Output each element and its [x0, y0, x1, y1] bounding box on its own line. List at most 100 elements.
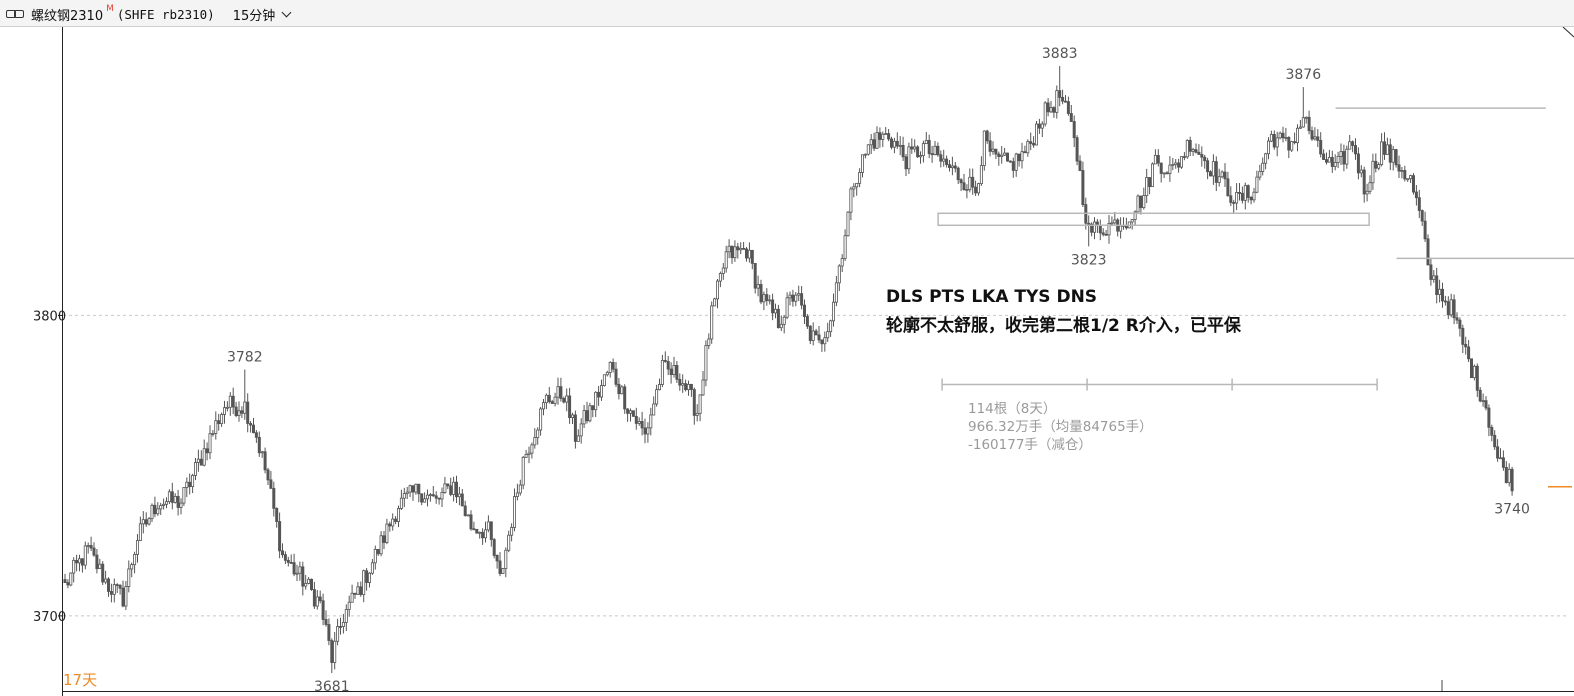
- candle: [1267, 137, 1271, 160]
- candle-body: [687, 383, 691, 391]
- candle: [1281, 126, 1285, 143]
- candle: [756, 275, 760, 297]
- candle: [1354, 138, 1358, 160]
- candle-body: [1348, 141, 1352, 150]
- annotations: DLS PTS LKA TYS DNS 轮廓不太舒服，收完第二根1/2 R介入，…: [63, 287, 1242, 689]
- candle: [666, 355, 670, 376]
- candle: [315, 589, 319, 610]
- symbol-selector[interactable]: 螺纹钢2310 M (SHFE rb2310) 15分钟: [6, 4, 292, 24]
- candle-body: [1339, 151, 1343, 157]
- candle: [1432, 270, 1436, 283]
- candle: [199, 450, 203, 466]
- candle-body: [1478, 389, 1482, 402]
- candle: [1275, 131, 1279, 157]
- candle-body: [817, 334, 821, 341]
- candle-body: [1441, 288, 1445, 302]
- drawing-overlays[interactable]: [937, 107, 1574, 691]
- candle: [469, 510, 473, 531]
- candle-body: [750, 249, 754, 264]
- candle-body: [1446, 301, 1450, 316]
- candle: [289, 554, 293, 564]
- candle: [1438, 279, 1442, 303]
- candle-body: [1330, 157, 1334, 167]
- candle: [211, 430, 215, 437]
- candle-body: [1464, 343, 1468, 348]
- candle-body: [211, 433, 215, 435]
- candle: [791, 289, 795, 307]
- candle-body: [895, 140, 899, 147]
- candle: [611, 358, 615, 373]
- candle-body: [994, 148, 998, 155]
- candle-body: [1345, 148, 1349, 165]
- candle-body: [1159, 162, 1163, 174]
- candle-body: [1507, 468, 1511, 484]
- range-box[interactable]: [937, 212, 1370, 227]
- candle-body: [979, 165, 983, 185]
- candle: [956, 166, 960, 184]
- candle: [1403, 165, 1407, 182]
- candle-body: [901, 144, 905, 158]
- candle-body: [382, 535, 386, 543]
- candle-body: [1075, 137, 1079, 162]
- candle-body: [220, 414, 224, 425]
- candle: [605, 370, 609, 377]
- candle: [1064, 95, 1068, 103]
- candle-body: [814, 330, 818, 336]
- candle-body: [138, 523, 142, 541]
- candle: [1235, 183, 1239, 211]
- candle-body: [301, 566, 305, 587]
- candlestick-chart[interactable]: 3700 3800 3782 3681 3883 3823 3876 3740 DLS PT…: [0, 27, 1574, 696]
- candle: [974, 180, 978, 197]
- candle: [916, 145, 920, 158]
- candle-body: [930, 153, 934, 156]
- candle-body: [423, 498, 427, 503]
- candle-body: [309, 578, 313, 590]
- candle-body: [1336, 156, 1340, 163]
- candle-body: [202, 448, 206, 466]
- candle: [1040, 121, 1044, 137]
- period-label[interactable]: 15分钟: [232, 8, 276, 24]
- candle: [1151, 162, 1155, 188]
- candle: [617, 377, 621, 400]
- candle: [1223, 163, 1227, 188]
- candle: [750, 249, 754, 270]
- candle: [794, 291, 798, 307]
- candle-body: [1356, 153, 1360, 174]
- candle-body: [1072, 121, 1076, 139]
- candle: [362, 569, 366, 603]
- candle-body: [985, 130, 989, 142]
- candle: [1075, 135, 1079, 166]
- candle-body: [1093, 221, 1097, 233]
- candle: [1185, 139, 1189, 159]
- candle-body: [800, 293, 804, 306]
- candle-body: [1235, 192, 1239, 204]
- candle: [483, 521, 487, 543]
- candle: [1246, 184, 1250, 203]
- candle-body: [597, 391, 601, 398]
- candle-body: [643, 427, 647, 435]
- candle-body: [559, 386, 563, 399]
- candle-body: [1481, 400, 1485, 403]
- candle: [214, 411, 218, 440]
- candle: [1420, 209, 1424, 227]
- candle-body: [510, 527, 514, 536]
- candle: [678, 373, 682, 391]
- candle-body: [1472, 365, 1476, 379]
- candle: [1017, 153, 1021, 167]
- candle-body: [1458, 319, 1462, 329]
- candle: [1020, 142, 1024, 169]
- candle-body: [1017, 153, 1021, 162]
- candle-body: [1267, 140, 1271, 155]
- candle-body: [684, 383, 688, 391]
- candle: [1101, 228, 1105, 237]
- candle: [359, 581, 363, 597]
- candle-body: [733, 246, 737, 259]
- candle: [869, 134, 873, 155]
- candle-body: [730, 245, 734, 259]
- chevron-down-icon[interactable]: [281, 7, 292, 17]
- corner-mark: [1562, 27, 1574, 38]
- candle-body: [251, 424, 255, 434]
- candle: [1145, 168, 1149, 204]
- link-icon[interactable]: [6, 9, 24, 19]
- candle-body: [167, 491, 171, 503]
